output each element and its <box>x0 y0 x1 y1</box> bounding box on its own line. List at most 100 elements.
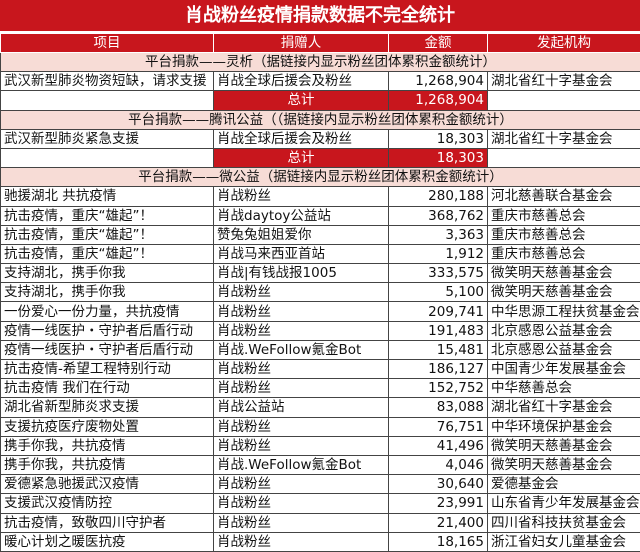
donor-cell: 肖战粉丝 <box>214 283 389 302</box>
donation-table: 项目 捐赠人 金额 发起机构 平台捐款——灵析（据链接内显示粉丝团体累积金额统计… <box>0 33 640 552</box>
donor-cell: 肖战马来西亚首站 <box>214 244 389 263</box>
amount-cell: 368,762 <box>389 206 488 225</box>
organization-cell: 爱德基金会 <box>488 475 640 494</box>
project-cell: 抗击疫情 我们在行动 <box>1 379 214 398</box>
amount-cell: 21,400 <box>389 513 488 532</box>
donor-cell: 肖战粉丝 <box>214 475 389 494</box>
amount-cell: 83,088 <box>389 398 488 417</box>
project-cell: 支援抗疫医疗废物处置 <box>1 417 214 436</box>
organization-cell: 北京感恩公益基金会 <box>488 321 640 340</box>
project-cell: 武汉新型肺炎物资短缺，请求支援 <box>1 72 214 91</box>
organization-cell: 浙江省妇女儿童基金会 <box>488 532 640 551</box>
organization-cell: 重庆市慈善总会 <box>488 206 640 225</box>
organization-cell: 中华慈善总会 <box>488 379 640 398</box>
project-cell: 携手你我，共抗疫情 <box>1 436 214 455</box>
amount-cell: 333,575 <box>389 264 488 283</box>
donor-cell: 肖战粉丝 <box>214 321 389 340</box>
donor-cell: 肖战粉丝 <box>214 417 389 436</box>
donor-cell: 肖战粉丝 <box>214 532 389 551</box>
total-label: 总计 <box>214 91 389 110</box>
organization-cell: 四川省科技扶贫基金会 <box>488 513 640 532</box>
donor-cell: 肖战全球后援会及粉丝 <box>214 129 389 148</box>
organization-cell: 北京感恩公益基金会 <box>488 340 640 359</box>
amount-cell: 23,991 <box>389 494 488 513</box>
project-cell: 支持湖北，携手你我 <box>1 283 214 302</box>
amount-cell: 191,483 <box>389 321 488 340</box>
donor-cell: 肖战粉丝 <box>214 513 389 532</box>
organization-cell: 河北慈善联合基金会 <box>488 187 640 206</box>
project-cell: 武汉新型肺炎紧急支援 <box>1 129 214 148</box>
organization-cell: 重庆市慈善总会 <box>488 225 640 244</box>
amount-cell: 209,741 <box>389 302 488 321</box>
donor-cell: 肖战.WeFollow氪金Bot <box>214 455 389 474</box>
amount-cell: 18,165 <box>389 532 488 551</box>
header-project: 项目 <box>1 34 214 53</box>
donor-cell: 赞兔兔姐姐爱你 <box>214 225 389 244</box>
donor-cell: 肖战粉丝 <box>214 302 389 321</box>
amount-cell: 3,363 <box>389 225 488 244</box>
amount-cell: 76,751 <box>389 417 488 436</box>
project-cell: 抗击疫情，重庆“雄起”！ <box>1 225 214 244</box>
project-cell: 驰援湖北 共抗疫情 <box>1 187 214 206</box>
section-heading: 平台捐款——灵析（据链接内显示粉丝团体累积金额统计） <box>1 53 640 72</box>
header-row: 项目 捐赠人 金额 发起机构 <box>1 34 640 53</box>
organization-cell: 中国青少年发展基金会 <box>488 360 640 379</box>
donor-cell: 肖战粉丝 <box>214 360 389 379</box>
section-heading: 平台捐款——微公益（据链接内显示粉丝团体累积金额统计） <box>1 168 640 187</box>
amount-cell: 1,912 <box>389 244 488 263</box>
header-organization: 发起机构 <box>488 34 640 53</box>
amount-cell: 5,100 <box>389 283 488 302</box>
donor-cell: 肖战|有钱战报1005 <box>214 264 389 283</box>
section-header-row: 平台捐款——腾讯公益（（据链接内显示粉丝团体累积金额统计） <box>1 110 640 129</box>
amount-cell: 186,127 <box>389 360 488 379</box>
organization-cell: 中华环境保护基金会 <box>488 417 640 436</box>
donor-cell: 肖战粉丝 <box>214 379 389 398</box>
project-cell: 疫情一线医护・守护者后盾行动 <box>1 340 214 359</box>
project-cell: 抗击疫情-希望工程特别行动 <box>1 360 214 379</box>
blank-cell <box>488 148 640 167</box>
project-cell: 暖心计划之暖医抗疫 <box>1 532 214 551</box>
amount-cell: 1,268,904 <box>389 72 488 91</box>
donor-cell: 肖战公益站 <box>214 398 389 417</box>
amount-cell: 18,303 <box>389 129 488 148</box>
blank-cell <box>1 148 214 167</box>
project-cell: 抗击疫情，致敬四川守护者 <box>1 513 214 532</box>
project-cell: 抗击疫情，重庆“雄起”！ <box>1 206 214 225</box>
donor-cell: 肖战粉丝 <box>214 494 389 513</box>
project-cell: 支援武汉疫情防控 <box>1 494 214 513</box>
section-header-row: 平台捐款——微公益（据链接内显示粉丝团体累积金额统计） <box>1 168 640 187</box>
header-amount: 金额 <box>389 34 488 53</box>
section-heading: 平台捐款——腾讯公益（（据链接内显示粉丝团体累积金额统计） <box>1 110 640 129</box>
header-donor: 捐赠人 <box>214 34 389 53</box>
blank-cell <box>488 91 640 110</box>
organization-cell: 微笑明天慈善基金会 <box>488 455 640 474</box>
donor-cell: 肖战.WeFollow氪金Bot <box>214 340 389 359</box>
project-cell: 疫情一线医护・守护者后盾行动 <box>1 321 214 340</box>
organization-cell: 中华思源工程扶贫基金会 <box>488 302 640 321</box>
section-header-row: 平台捐款——灵析（据链接内显示粉丝团体累积金额统计） <box>1 53 640 72</box>
total-label: 总计 <box>214 148 389 167</box>
amount-cell: 4,046 <box>389 455 488 474</box>
amount-cell: 280,188 <box>389 187 488 206</box>
organization-cell: 湖北省红十字基金会 <box>488 72 640 91</box>
project-cell: 湖北省新型肺炎求支援 <box>1 398 214 417</box>
project-cell: 支持湖北，携手你我 <box>1 264 214 283</box>
organization-cell: 微笑明天慈善基金会 <box>488 436 640 455</box>
donor-cell: 肖战粉丝 <box>214 187 389 206</box>
donor-cell: 肖战全球后援会及粉丝 <box>214 72 389 91</box>
